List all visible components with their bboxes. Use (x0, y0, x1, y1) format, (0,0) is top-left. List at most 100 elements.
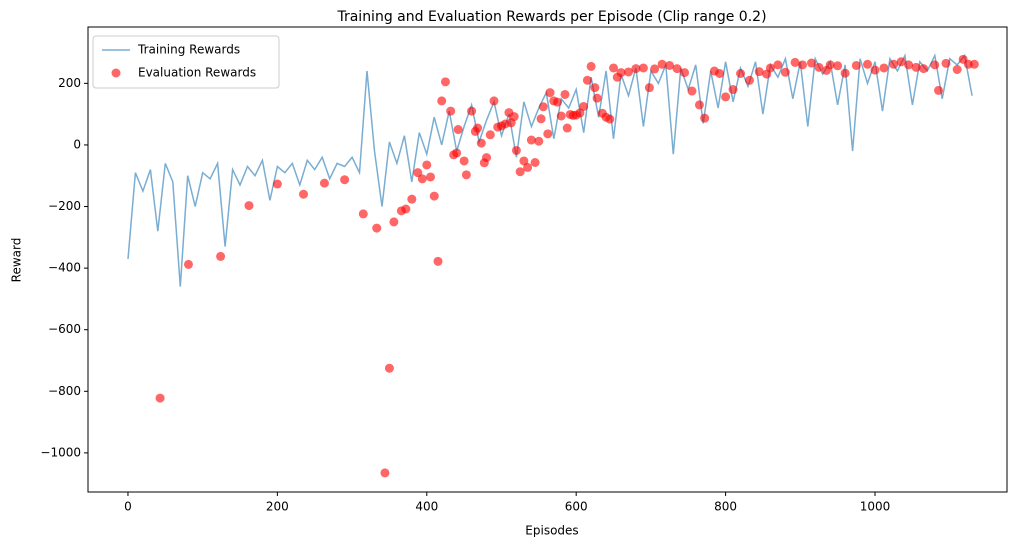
eval-point (380, 468, 390, 478)
eval-point (609, 63, 619, 73)
y-tick-label: −600 (48, 322, 81, 336)
eval-point (299, 189, 309, 199)
axes-frame (87, 26, 1008, 493)
eval-point (453, 125, 463, 135)
eval-point (592, 93, 602, 103)
y-tick-label: −400 (48, 261, 81, 275)
eval-point (933, 85, 943, 95)
y-tick-label: −1000 (40, 445, 81, 459)
eval-point (389, 217, 399, 227)
eval-point (401, 204, 411, 214)
y-tick-label: 0 (73, 137, 81, 151)
eval-point (694, 100, 704, 110)
eval-point (833, 61, 843, 71)
eval-point (840, 68, 850, 78)
eval-point (422, 160, 432, 170)
y-tick-label: −200 (48, 199, 81, 213)
eval-point (433, 256, 443, 266)
eval-point (814, 62, 824, 72)
eval-point (511, 145, 521, 155)
eval-point (579, 101, 589, 111)
eval-point (545, 88, 555, 98)
legend-label: Evaluation Rewards (138, 66, 256, 80)
eval-point (437, 96, 447, 106)
eval-point (440, 77, 450, 87)
eval-point (765, 63, 775, 73)
eval-point (155, 393, 165, 403)
chart-title: Training and Evaluation Rewards per Epis… (336, 9, 766, 25)
x-axis-label: Episodes (525, 524, 578, 538)
eval-point (736, 69, 746, 78)
eval-point (638, 63, 648, 73)
eval-point (586, 61, 596, 71)
eval-point (644, 83, 654, 93)
eval-point (272, 179, 282, 189)
eval-point (384, 363, 394, 373)
eval-point (616, 68, 626, 78)
eval-point (680, 68, 690, 78)
eval-point (452, 148, 462, 158)
eval-point (773, 60, 783, 70)
eval-point (790, 57, 800, 67)
legend-marker (111, 68, 121, 78)
eval-point (687, 86, 697, 96)
eval-point (650, 64, 660, 74)
eval-point (879, 63, 889, 73)
eval-point (413, 168, 423, 178)
y-axis-label: Reward (10, 238, 24, 283)
eval-point (429, 191, 439, 201)
eval-point (183, 259, 193, 269)
eval-point (807, 58, 817, 68)
eval-point (467, 106, 477, 116)
eval-point (473, 123, 483, 133)
eval-point (700, 113, 710, 123)
eval-point (665, 60, 675, 70)
eval-point (534, 136, 544, 146)
eval-point (605, 114, 615, 124)
eval-point (526, 135, 536, 145)
eval-point (459, 156, 469, 166)
eval-point (244, 201, 254, 211)
eval-point (407, 194, 417, 204)
eval-point (509, 112, 519, 122)
eval-point (904, 60, 914, 70)
eval-point (672, 64, 682, 74)
eval-point (582, 75, 592, 85)
eval-point (482, 153, 492, 163)
x-tick-label: 800 (714, 500, 737, 514)
eval-point (715, 69, 725, 78)
legend-label: Training Rewards (137, 43, 240, 57)
eval-point (530, 157, 540, 167)
eval-point (536, 114, 546, 124)
eval-point (515, 167, 525, 177)
eval-point (426, 172, 436, 182)
eval-point (919, 64, 929, 74)
eval-point (476, 138, 486, 148)
y-tick-label: −800 (48, 384, 81, 398)
eval-point (657, 59, 667, 69)
eval-point (340, 175, 350, 185)
eval-point (485, 130, 495, 140)
eval-point (930, 60, 940, 70)
y-tick-label: 200 (58, 76, 81, 90)
eval-point (851, 60, 861, 70)
x-tick-label: 400 (415, 500, 438, 514)
eval-point (446, 106, 456, 116)
eval-point (728, 85, 738, 95)
eval-point (911, 62, 921, 72)
eval-point (631, 64, 641, 74)
eval-point (969, 59, 979, 69)
eval-point (553, 97, 563, 107)
eval-point (744, 75, 754, 85)
eval-point (896, 57, 906, 67)
eval-point (319, 178, 329, 188)
eval-point (590, 83, 600, 93)
legend-box (92, 35, 280, 89)
x-tick-label: 1000 (860, 500, 891, 514)
eval-point (543, 129, 553, 139)
eval-point (372, 223, 382, 233)
eval-point (538, 102, 548, 112)
eval-point (889, 59, 899, 69)
eval-point (562, 123, 572, 133)
